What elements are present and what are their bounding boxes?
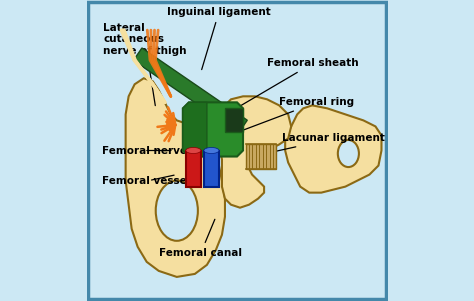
Polygon shape <box>246 144 276 169</box>
Ellipse shape <box>156 181 198 241</box>
Text: Femoral vessels: Femoral vessels <box>101 175 196 186</box>
Ellipse shape <box>338 140 359 167</box>
FancyBboxPatch shape <box>88 2 386 299</box>
Polygon shape <box>133 48 247 133</box>
Polygon shape <box>183 102 243 157</box>
Polygon shape <box>126 78 228 277</box>
Polygon shape <box>186 150 201 187</box>
Text: Lateral
cutaneous
nerve of thigh: Lateral cutaneous nerve of thigh <box>103 23 187 106</box>
Text: Femoral canal: Femoral canal <box>159 219 242 258</box>
Polygon shape <box>225 108 243 132</box>
Polygon shape <box>219 96 291 208</box>
Text: Femoral sheath: Femoral sheath <box>233 58 359 110</box>
Polygon shape <box>285 105 382 193</box>
Text: Inguinal ligament: Inguinal ligament <box>167 7 271 70</box>
Text: Femoral ring: Femoral ring <box>239 97 354 132</box>
Polygon shape <box>204 150 219 187</box>
Text: Femoral nerve: Femoral nerve <box>101 145 187 156</box>
Text: Lacunar ligament: Lacunar ligament <box>255 133 385 156</box>
Ellipse shape <box>204 147 219 154</box>
Polygon shape <box>183 102 207 157</box>
Ellipse shape <box>186 147 201 154</box>
